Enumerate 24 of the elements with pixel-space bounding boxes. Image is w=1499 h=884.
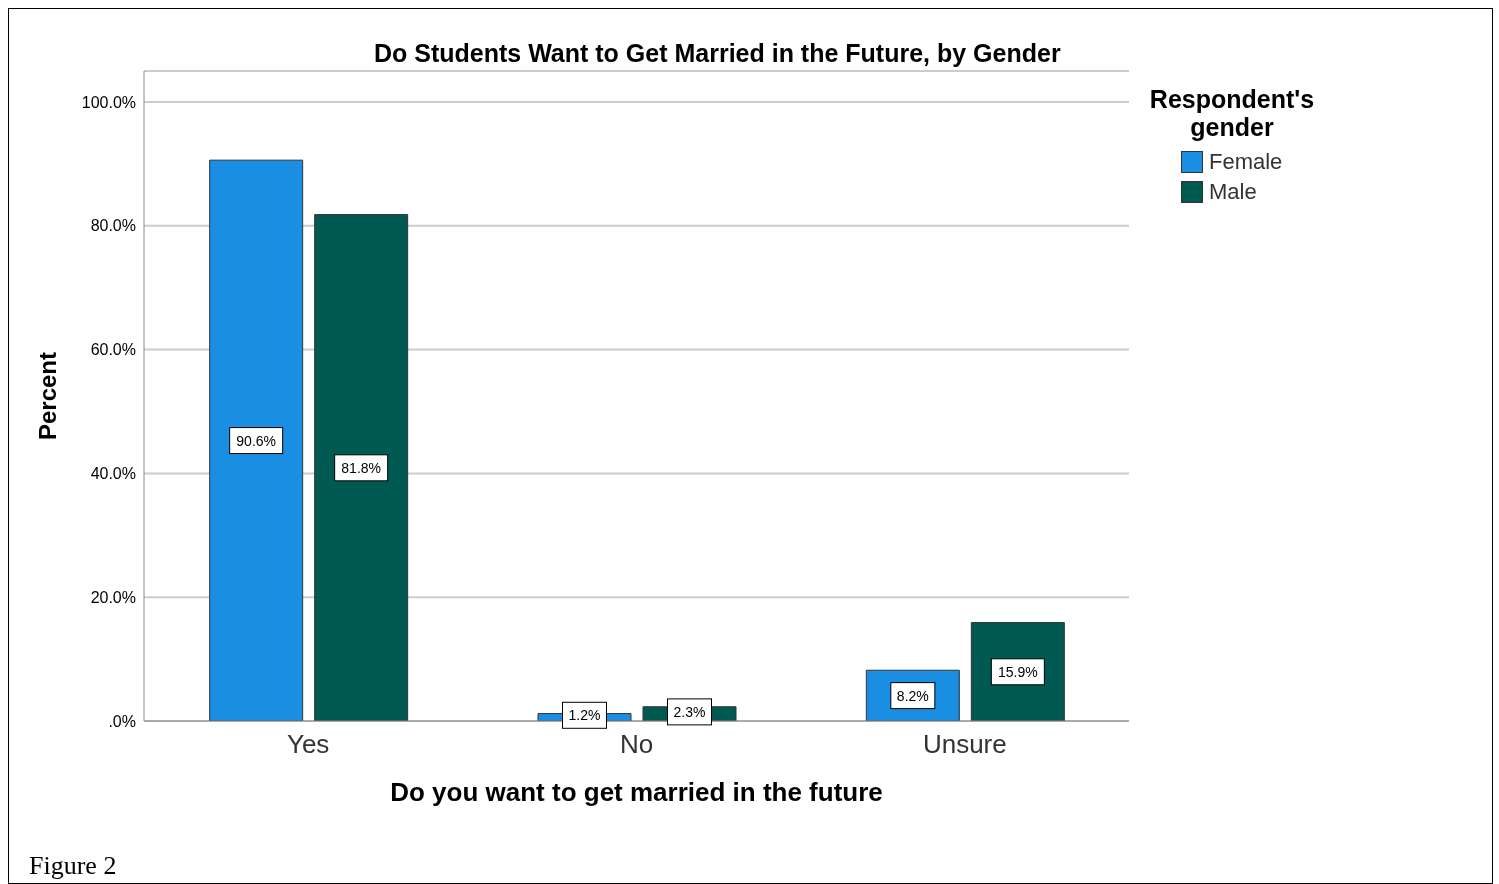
data-label: 1.2% xyxy=(568,707,601,724)
x-tick-label: Yes xyxy=(286,729,330,760)
legend-label: Female xyxy=(1208,149,1284,175)
data-label: 90.6% xyxy=(236,432,277,449)
x-tick-label: Unsure xyxy=(922,729,1007,760)
bar xyxy=(209,159,304,721)
caption: Figure 2 xyxy=(29,851,117,881)
legend-label: Male xyxy=(1208,179,1258,205)
y-tick-label: 100.0% xyxy=(81,93,136,111)
y-tick-label: 80.0% xyxy=(90,217,136,235)
x-axis-title: Do you want to get married in the future xyxy=(390,777,883,807)
y-axis-title: Percent xyxy=(33,351,61,441)
data-label: 15.9% xyxy=(997,663,1038,680)
data-label: 8.2% xyxy=(896,687,929,704)
data-label: 81.8% xyxy=(341,459,382,476)
data-label: 2.3% xyxy=(673,703,706,720)
y-tick-label: 40.0% xyxy=(90,465,136,483)
chart-title: Do Students Want to Get Married in the Future, by Gender xyxy=(374,39,1061,68)
y-tick-label: 20.0% xyxy=(90,588,136,606)
y-tick-label: .0% xyxy=(108,712,136,730)
y-tick-label: 60.0% xyxy=(90,341,136,359)
bar xyxy=(314,214,409,721)
x-tick-label: No xyxy=(619,729,654,760)
legend-title: Respondent's gender xyxy=(1148,85,1316,141)
